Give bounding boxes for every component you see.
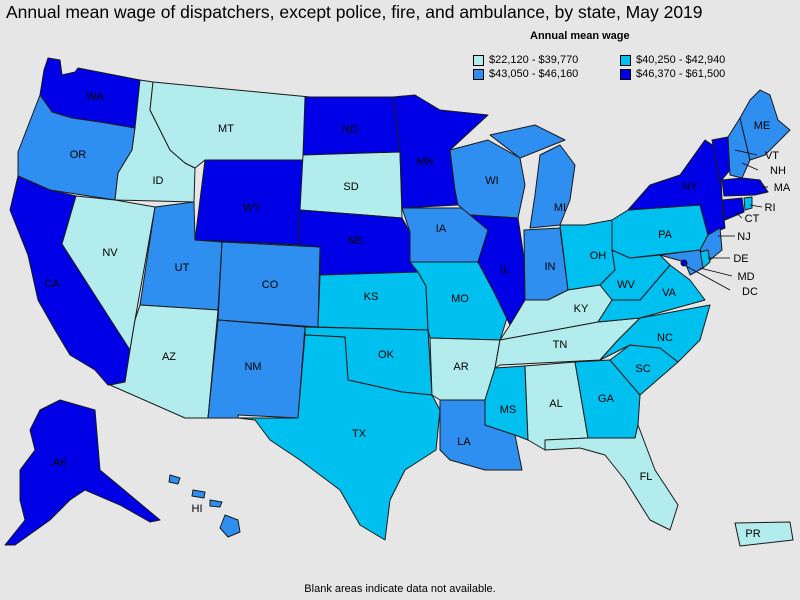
- label-ri: RI: [765, 202, 776, 214]
- label-nh: NH: [770, 165, 786, 177]
- label-me: ME: [754, 120, 771, 132]
- label-sd: SD: [343, 181, 358, 193]
- label-de: DE: [733, 253, 748, 265]
- state-pr[interactable]: [734, 521, 794, 547]
- label-ia: IA: [436, 223, 447, 235]
- footnote: Blank areas indicate data not available.: [304, 583, 496, 595]
- label-ks: KS: [364, 291, 379, 303]
- label-ms: MS: [500, 404, 517, 416]
- legend-item-bin-3: $43,050 - $46,160: [473, 68, 578, 80]
- label-la: LA: [457, 436, 471, 448]
- state-ak[interactable]: [4, 399, 161, 546]
- label-ne: NE: [347, 235, 362, 247]
- state-nc[interactable]: [599, 304, 711, 363]
- label-oh: OH: [590, 250, 607, 262]
- state-nh[interactable]: [727, 117, 751, 179]
- legend-swatch: [620, 54, 631, 66]
- state-me[interactable]: [739, 89, 791, 161]
- legend-label: $22,120 - $39,770: [489, 54, 579, 66]
- label-mt: MT: [218, 123, 234, 135]
- label-wy: WY: [243, 202, 261, 214]
- leader-line-nh: [741, 162, 759, 171]
- label-nc: NC: [657, 332, 673, 344]
- label-tn: TN: [553, 339, 568, 351]
- legend-item-bin-2: $40,250 - $42,940: [620, 54, 725, 66]
- state-mi[interactable]: [489, 124, 576, 229]
- label-ok: OK: [378, 349, 395, 361]
- label-vt: VT: [765, 150, 779, 162]
- label-nj: NJ: [737, 231, 750, 243]
- state-ct[interactable]: [721, 197, 745, 221]
- legend-label: $46,370 - $61,500: [636, 68, 726, 80]
- leader-line-ri: [749, 204, 763, 208]
- label-sc: SC: [635, 363, 650, 375]
- label-mi: MI: [554, 202, 566, 214]
- label-ar: AR: [453, 361, 468, 373]
- legend-title: Annual mean wage: [530, 30, 630, 42]
- label-ky: KY: [574, 303, 589, 315]
- legend-swatch: [473, 54, 484, 66]
- label-nm: NM: [244, 361, 261, 373]
- legend-swatch: [473, 68, 484, 80]
- label-in: IN: [545, 261, 556, 273]
- label-pa: PA: [658, 229, 673, 241]
- state-tx[interactable]: [237, 334, 441, 541]
- label-or: OR: [70, 149, 87, 161]
- state-ma[interactable]: [721, 177, 769, 197]
- leader-line-ct: [734, 211, 743, 219]
- leader-line-dc: [685, 265, 731, 291]
- state-ri[interactable]: [743, 196, 753, 211]
- label-id: ID: [153, 175, 164, 187]
- label-al: AL: [549, 398, 562, 410]
- label-wi: WI: [485, 175, 498, 187]
- leader-line-md: [699, 267, 733, 277]
- label-co: CO: [262, 279, 279, 291]
- state-fl[interactable]: [544, 424, 679, 531]
- label-nd: ND: [342, 124, 358, 136]
- label-nv: NV: [102, 247, 118, 259]
- label-ak: AK: [53, 457, 68, 469]
- label-hi: HI: [192, 503, 203, 515]
- label-ut: UT: [175, 262, 190, 274]
- label-pr: PR: [745, 528, 760, 540]
- label-ca: CA: [44, 278, 60, 290]
- label-az: AZ: [162, 351, 176, 363]
- state-az[interactable]: [109, 304, 219, 419]
- legend-item-bin-1: $22,120 - $39,770: [473, 54, 578, 66]
- label-il: IL: [500, 264, 509, 276]
- label-va: VA: [662, 287, 677, 299]
- state-hi[interactable]: [168, 474, 241, 538]
- label-md: MD: [737, 271, 754, 283]
- legend-label: $40,250 - $42,940: [636, 54, 726, 66]
- legend-swatch: [620, 68, 631, 80]
- state-dc[interactable]: [680, 259, 688, 267]
- label-mo: MO: [451, 293, 469, 305]
- label-fl: FL: [640, 471, 653, 483]
- label-tx: TX: [352, 428, 367, 440]
- label-ct: CT: [745, 213, 760, 225]
- legend-item-bin-4: $46,370 - $61,500: [620, 68, 725, 80]
- label-wa: WA: [86, 91, 104, 103]
- label-mn: MN: [416, 156, 433, 168]
- label-ny: NY: [682, 181, 698, 193]
- legend-label: $43,050 - $46,160: [489, 68, 579, 80]
- label-dc: DC: [742, 286, 758, 298]
- page-title: Annual mean wage of dispatchers, except …: [6, 2, 703, 22]
- label-ma: MA: [774, 182, 791, 194]
- leader-line-vt: [734, 149, 758, 156]
- label-ga: GA: [598, 393, 615, 405]
- label-wv: WV: [617, 279, 635, 291]
